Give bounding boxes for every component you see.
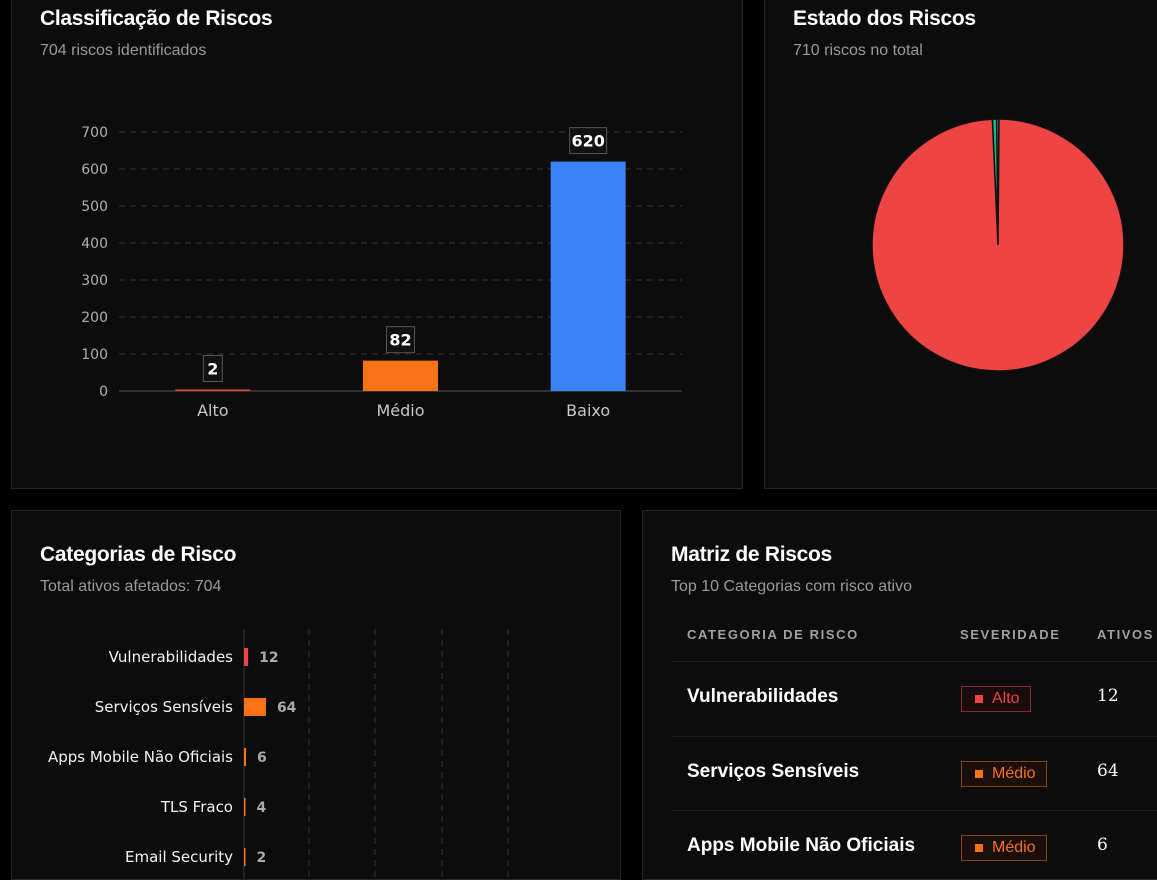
data-label-box [569, 127, 608, 155]
panel-title: Estado dos Riscos [793, 7, 976, 30]
y-tick-label: 700 [81, 125, 108, 141]
data-label: 2 [257, 850, 267, 866]
risk-categories-panel: Categorias de Risco Total ativos afetado… [11, 510, 621, 880]
risk-category-cell: Apps Mobile Não Oficiais [687, 835, 916, 856]
data-label: 6 [257, 750, 267, 766]
column-header-assets[interactable]: ATIVOS [1097, 627, 1155, 642]
bar [244, 648, 249, 666]
data-label: 12 [259, 650, 278, 666]
bar [363, 360, 438, 391]
y-tick-label: 200 [81, 310, 108, 326]
bar [244, 748, 247, 766]
severity-badge: Médio [961, 835, 1047, 861]
severity-dot-icon [975, 770, 983, 778]
risk-classification-bar-chart: 0 100 200 300 400 500 600 700 Alto 2 Médio 82 Baixo 6… [81, 125, 682, 420]
assets-count-cell: 6 [1097, 835, 1108, 855]
bar [244, 848, 246, 866]
bar [550, 161, 626, 391]
severity-dot-icon [975, 695, 983, 703]
data-label: 4 [257, 800, 267, 816]
table-row[interactable]: Vulnerabilidades Alto 12 [671, 661, 1157, 736]
risk-category-cell: Serviços Sensíveis [687, 761, 860, 782]
severity-badge: Médio [961, 761, 1047, 787]
risk-classification-panel: Classificação de Riscos 704 riscos ident… [11, 0, 743, 489]
risk-state-pie-chart [871, 118, 1125, 372]
x-tick-label: Baixo [566, 401, 610, 420]
y-tick-label: 600 [81, 162, 108, 178]
x-tick-label: Médio [376, 401, 424, 420]
y-tick-label: 300 [81, 273, 108, 289]
assets-count-cell: 12 [1097, 686, 1119, 706]
panel-subtitle: 704 riscos identificados [40, 42, 207, 59]
risk-category-cell: Vulnerabilidades [687, 686, 839, 707]
category-label: Serviços Sensíveis [95, 698, 233, 716]
data-label: 2 [207, 360, 218, 379]
data-label: 64 [277, 700, 297, 716]
category-label: Email Security [125, 848, 233, 866]
x-tick-label: Alto [197, 401, 228, 420]
y-tick-label: 400 [81, 236, 108, 252]
data-label-box [202, 355, 223, 382]
data-label-box [386, 326, 415, 354]
column-header-severity[interactable]: SEVERIDADE [960, 627, 1061, 642]
risk-matrix-panel: Matriz de Riscos Top 10 Categorias com r… [642, 510, 1157, 880]
column-header-category[interactable]: CATEGORIA DE RISCO [687, 627, 859, 642]
bar [175, 389, 251, 391]
panel-title: Categorias de Risco [40, 543, 237, 566]
y-tick-label: 500 [81, 199, 108, 215]
y-tick-label: 100 [81, 347, 108, 363]
y-tick-label: 0 [99, 384, 108, 400]
panel-subtitle: 710 riscos no total [793, 42, 923, 59]
bar [244, 798, 246, 816]
severity-dot-icon [975, 844, 983, 852]
panel-title: Matriz de Riscos [671, 543, 832, 566]
category-label: Apps Mobile Não Oficiais [48, 748, 233, 766]
pie-slice [871, 118, 1125, 372]
panel-subtitle: Top 10 Categorias com risco ativo [671, 578, 912, 595]
bar [244, 698, 266, 716]
category-label: Vulnerabilidades [109, 648, 233, 666]
table-row[interactable]: Serviços Sensíveis Médio 64 [671, 736, 1157, 811]
data-label: 82 [389, 331, 411, 350]
data-label: 620 [571, 132, 604, 151]
risk-state-panel: Estado dos Riscos 710 riscos no total [764, 0, 1157, 489]
category-label: TLS Fraco [160, 798, 233, 816]
panel-title: Classificação de Riscos [40, 7, 273, 30]
assets-count-cell: 64 [1097, 761, 1119, 781]
panel-subtitle: Total ativos afetados: 704 [40, 578, 222, 595]
severity-badge: Alto [961, 686, 1031, 712]
table-row[interactable]: Apps Mobile Não Oficiais Médio 6 [671, 810, 1157, 879]
